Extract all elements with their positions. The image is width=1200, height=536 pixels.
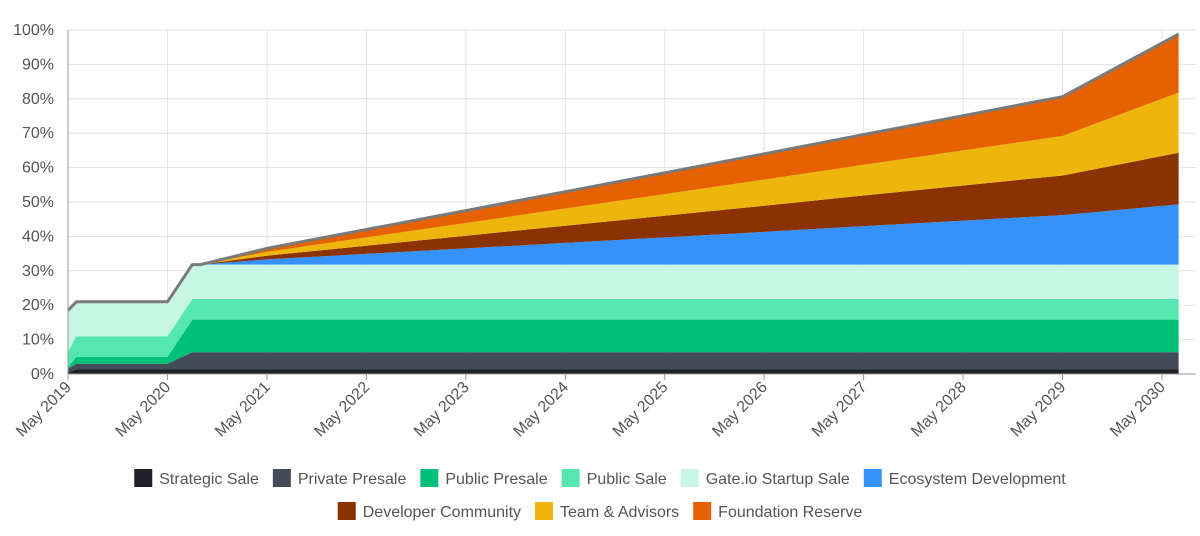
area-team-advisors	[68, 92, 1179, 311]
x-tick-label: May 2027	[809, 379, 871, 441]
legend-swatch	[420, 469, 439, 487]
legend-item-foundation-reserve[interactable]: Foundation Reserve	[693, 502, 862, 521]
legend-item-private-presale[interactable]: Private Presale	[272, 469, 407, 488]
legend-swatch	[272, 469, 291, 487]
legend-label: Developer Community	[363, 504, 521, 521]
stacked-areas	[66, 32, 1180, 374]
legend-item-public-presale[interactable]: Public Presale	[420, 469, 548, 488]
legend-swatch	[561, 469, 580, 487]
legend-label: Public Presale	[445, 471, 547, 488]
area-public-sale	[68, 299, 1179, 368]
x-tick-label: May 2020	[113, 379, 175, 441]
legend-label: Strategic Sale	[159, 471, 259, 488]
legend-label: Gate.io Startup Sale	[706, 471, 850, 488]
area-private-presale	[68, 352, 1179, 373]
legend-swatch	[337, 502, 356, 520]
y-tick-label: 40%	[22, 228, 54, 245]
y-tick-label: 70%	[22, 125, 54, 142]
legend-item-strategic-sale[interactable]: Strategic Sale	[134, 469, 259, 488]
area-strategic-sale	[68, 369, 1179, 374]
y-tick-label: 60%	[22, 160, 54, 177]
x-tick-label: May 2021	[212, 379, 274, 441]
x-tick-label: May 2030	[1107, 379, 1169, 441]
total-supply-line	[66, 32, 1180, 312]
y-tick-label: 90%	[22, 56, 54, 73]
x-tick-label: May 2029	[1008, 379, 1070, 441]
x-tick-label: May 2026	[709, 379, 771, 441]
area-ecosystem-development	[68, 204, 1179, 311]
legend-item-public-sale[interactable]: Public Sale	[561, 469, 667, 488]
legend: Strategic Sale Private Presale Public Pres…	[134, 469, 1066, 521]
x-tick-label: May 2019	[13, 379, 75, 441]
legend-label: Team & Advisors	[560, 504, 679, 521]
y-tick-label: 30%	[22, 263, 54, 280]
y-tick-label: 50%	[22, 194, 54, 211]
legend-item-ecosystem-development[interactable]: Ecosystem Development	[863, 469, 1067, 488]
y-tick-label: 20%	[22, 297, 54, 314]
legend-swatch	[134, 469, 153, 487]
y-tick-label: 80%	[22, 91, 54, 108]
legend-label: Public Sale	[587, 471, 667, 488]
legend-label: Foundation Reserve	[718, 504, 862, 521]
x-tick-label: May 2022	[311, 379, 373, 441]
x-tick-label: May 2025	[610, 379, 672, 441]
legend-swatch	[863, 469, 882, 487]
legend-swatch	[680, 469, 699, 487]
y-tick-label: 0%	[31, 366, 54, 383]
x-tick-label: May 2024	[510, 379, 572, 441]
legend-label: Ecosystem Development	[889, 471, 1067, 488]
x-tick-label: May 2028	[908, 379, 970, 441]
area-gate-io-startup-sale	[68, 264, 1179, 352]
area-developer-community	[68, 152, 1179, 311]
legend-label: Private Presale	[298, 471, 407, 488]
legend-swatch	[535, 502, 554, 520]
legend-item-gate-io-startup-sale[interactable]: Gate.io Startup Sale	[680, 469, 850, 488]
legend-swatch	[693, 502, 712, 520]
y-tick-label: 10%	[22, 332, 54, 349]
y-tick-label: 100%	[13, 22, 54, 39]
legend-item-developer-community[interactable]: Developer Community	[337, 502, 521, 521]
area-public-presale	[68, 319, 1179, 369]
x-tick-label: May 2023	[411, 379, 473, 441]
legend-item-team-advisors[interactable]: Team & Advisors	[535, 502, 679, 521]
